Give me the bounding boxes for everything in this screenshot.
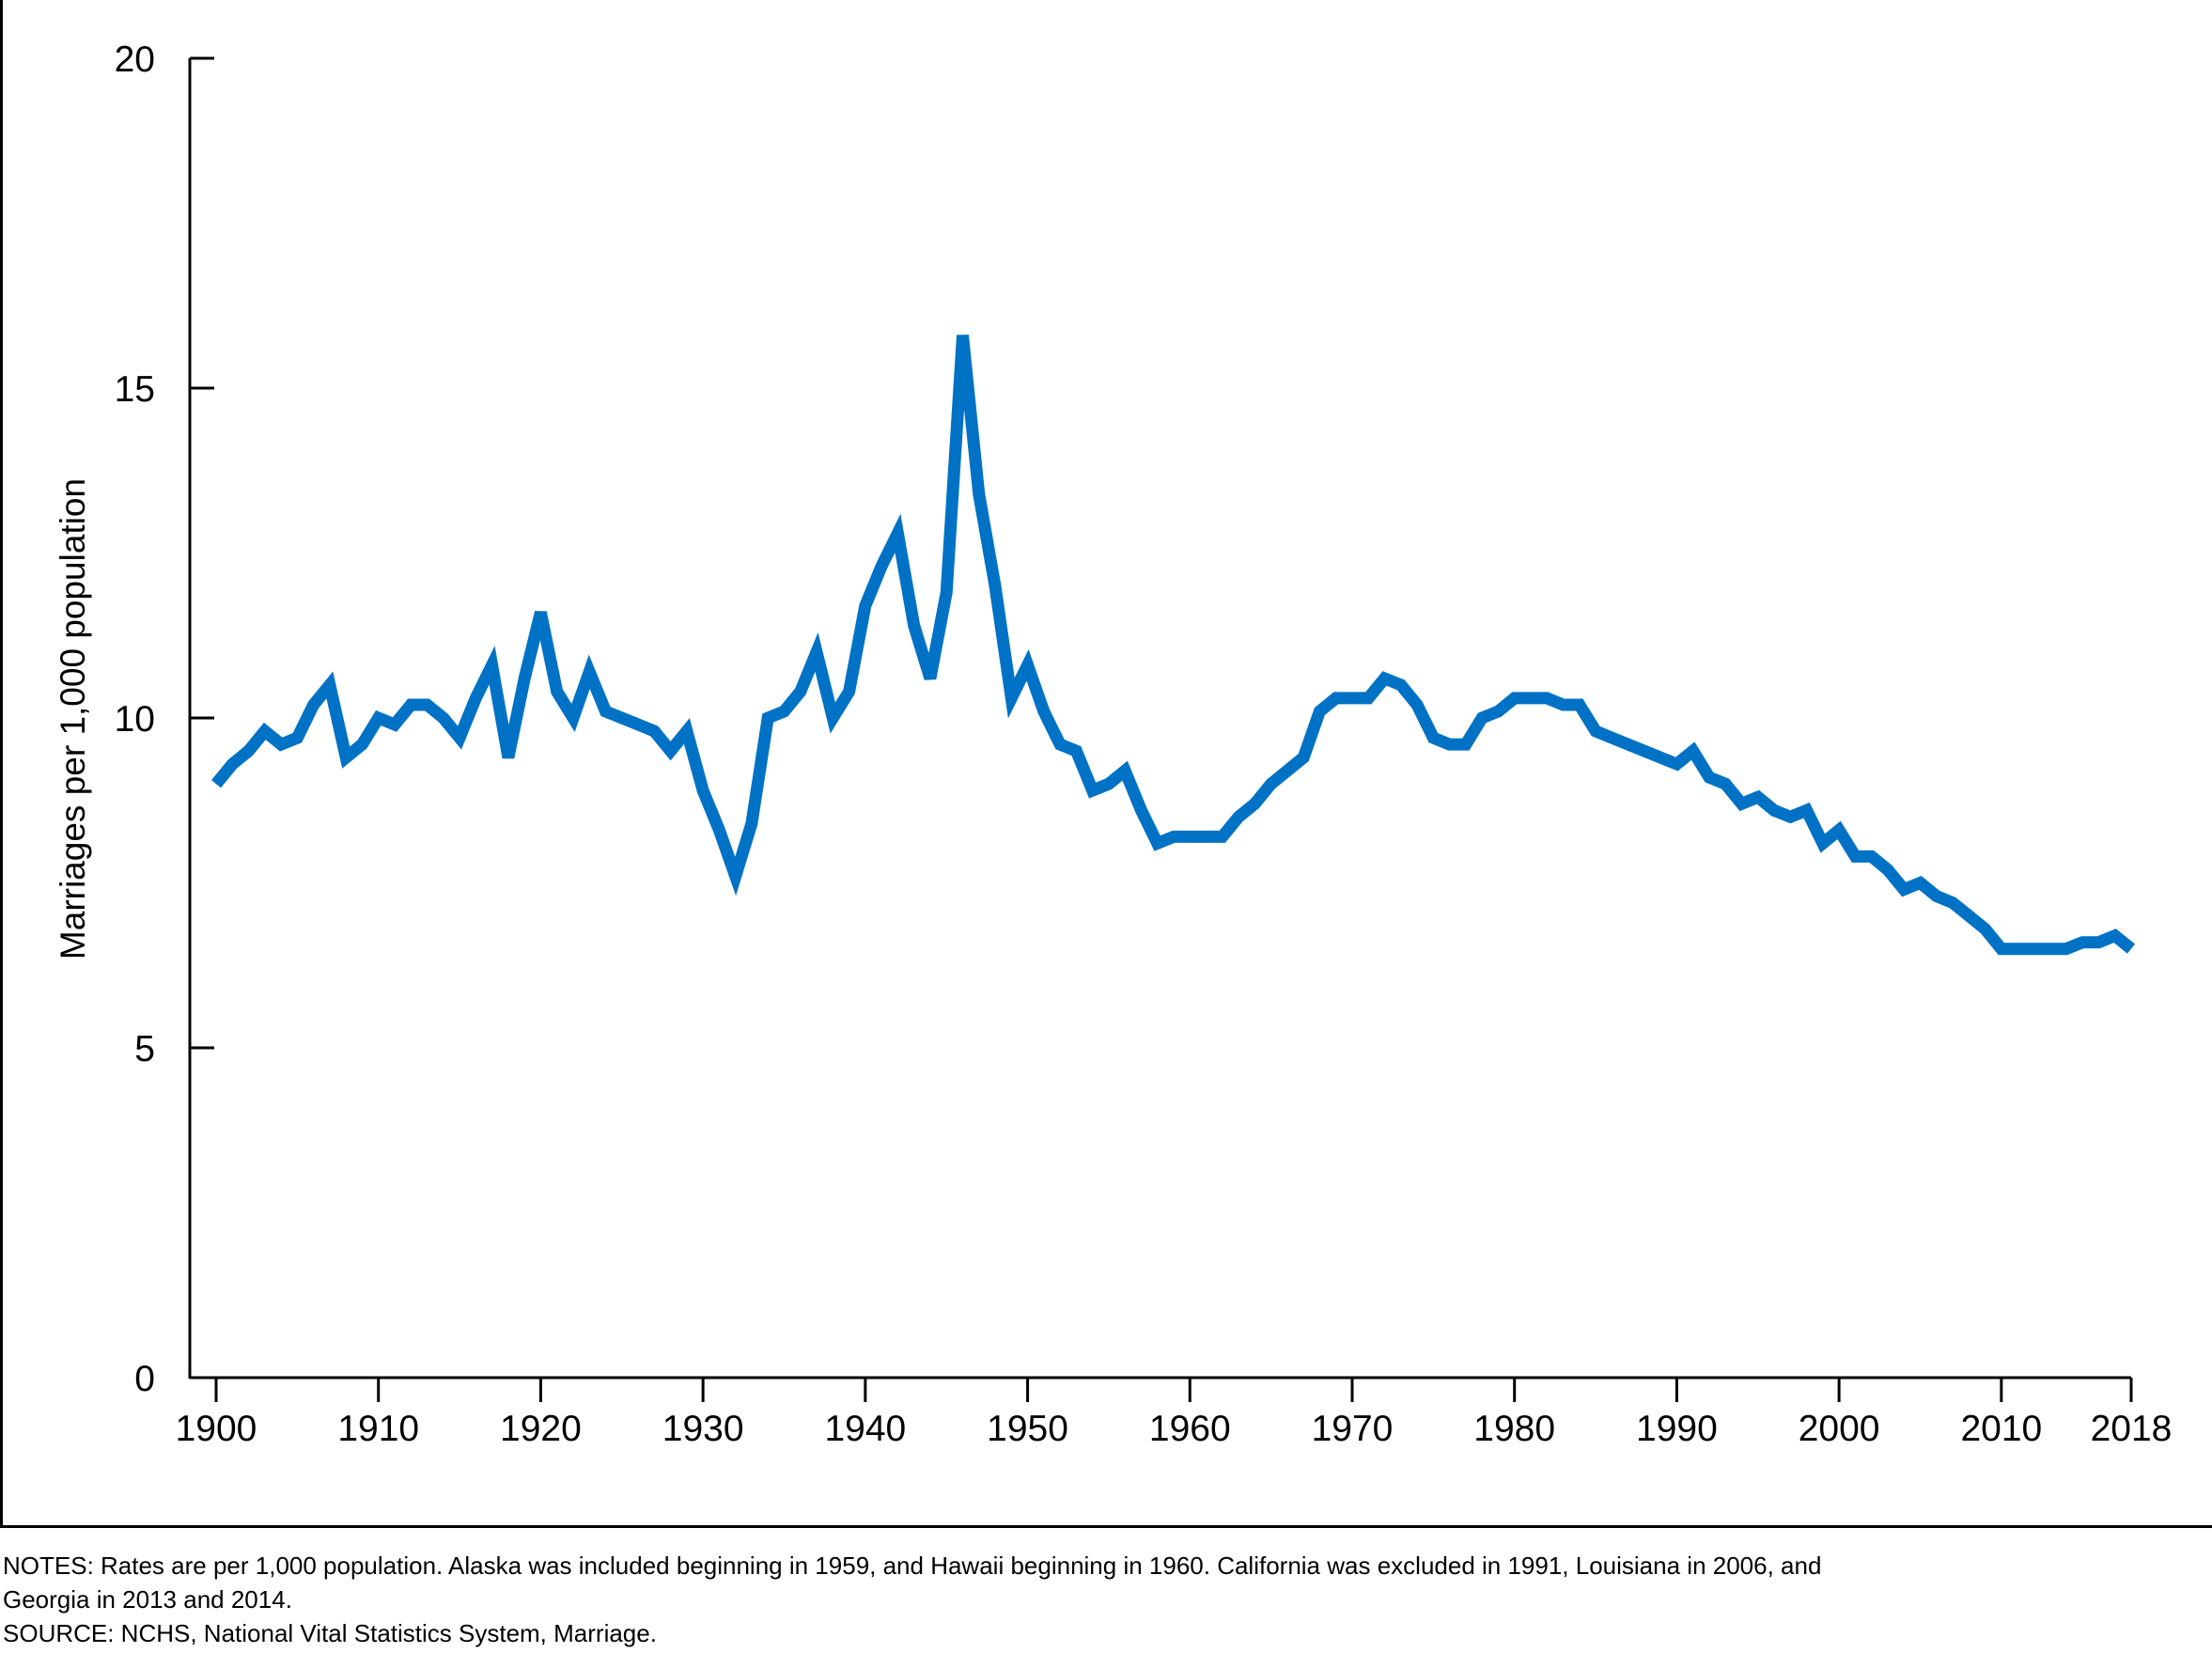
- notes-text-line2: Georgia in 2013 and 2014.: [3, 1585, 292, 1614]
- x-tick-label: 1990: [1636, 1409, 1718, 1449]
- x-tick-label: 2000: [1799, 1409, 1880, 1449]
- x-tick-label: 1980: [1473, 1409, 1555, 1449]
- x-tick-label: 1960: [1149, 1409, 1231, 1449]
- y-axis-label: Marriages per 1,000 population: [54, 478, 92, 959]
- series-group: [210, 335, 2136, 956]
- y-tick-label: 20: [115, 39, 155, 80]
- x-tick-label: 1910: [337, 1409, 419, 1449]
- y-tick-label: 5: [134, 1029, 155, 1069]
- x-axis: 1900 1910 1920 1930 1940 1950 1960 1970 1980 1990…: [176, 1376, 2173, 1449]
- x-tick-label: 2018: [2091, 1409, 2173, 1449]
- x-tick-label: 1920: [500, 1409, 582, 1449]
- x-tick-label: 1940: [824, 1409, 906, 1449]
- x-tick-label: 1970: [1312, 1409, 1394, 1449]
- y-tick-label: 10: [115, 699, 155, 740]
- chart-notes: NOTES: Rates are per 1,000 population. A…: [3, 1549, 2202, 1650]
- x-tick-label: 1950: [987, 1409, 1068, 1449]
- source-text: SOURCE: NCHS, National Vital Statistics …: [3, 1619, 657, 1647]
- chart-frame: [0, 0, 2212, 1528]
- x-tick-label: 1900: [176, 1409, 257, 1449]
- line-chart: 0 5 10 15 20 1900 1910 1920 1930 1940 1950 1960 197…: [54, 39, 2173, 1449]
- x-tick-label: 1930: [662, 1409, 744, 1449]
- y-tick-label: 15: [115, 369, 155, 410]
- series-line: [210, 335, 2136, 956]
- x-tick-label: 2010: [1960, 1409, 2042, 1449]
- y-tick-label: 0: [134, 1359, 155, 1399]
- y-axis: 0 5 10 15 20: [115, 39, 214, 1399]
- notes-text-line1: NOTES: Rates are per 1,000 population. A…: [3, 1552, 1822, 1580]
